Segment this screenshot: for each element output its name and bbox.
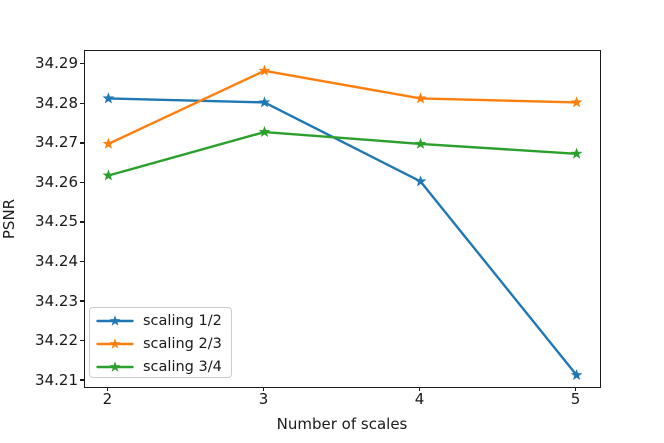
- y-tick-mark: [80, 63, 84, 65]
- chart-svg: [102, 64, 583, 381]
- series-line: [107, 69, 578, 146]
- star-marker-icon: [414, 175, 427, 187]
- star-icon: [109, 314, 121, 326]
- star-marker-icon: [102, 137, 115, 149]
- y-tick-label: 34.28: [35, 93, 78, 112]
- y-tick-mark: [80, 142, 84, 144]
- y-axis-label: PSNR: [0, 198, 18, 240]
- star-marker-icon: [570, 96, 583, 108]
- x-tick-mark: [418, 387, 421, 392]
- legend-line-sample: [96, 360, 134, 372]
- legend-entry: scaling 1/2: [96, 309, 231, 332]
- legend-entry: scaling 3/4: [96, 355, 231, 378]
- y-tick-label: 34.29: [35, 54, 78, 73]
- y-tick-label: 34.26: [35, 172, 78, 191]
- y-tick-mark: [80, 102, 84, 104]
- legend-label: scaling 2/3: [143, 335, 222, 352]
- series-scaling-2-3: [102, 64, 583, 149]
- legend-entry: scaling 2/3: [96, 332, 231, 355]
- star-marker-icon: [102, 169, 115, 181]
- star-icon: [109, 360, 121, 372]
- y-tick-label: 34.23: [35, 291, 78, 310]
- y-tick-mark: [80, 221, 84, 223]
- star-marker-icon: [570, 147, 583, 159]
- y-tick-label: 34.21: [35, 370, 78, 389]
- x-tick-label: 3: [258, 390, 269, 408]
- y-tick-label: 34.22: [35, 331, 78, 350]
- legend-label: scaling 1/2: [143, 312, 222, 329]
- star-marker-icon: [258, 64, 271, 76]
- y-tick-mark: [80, 260, 84, 263]
- legend-line-sample: [96, 337, 134, 349]
- series-line: [107, 130, 578, 177]
- star-marker-icon: [258, 96, 271, 108]
- x-tick-label: 2: [102, 390, 113, 408]
- star-marker-icon: [258, 125, 271, 138]
- legend-label: scaling 3/4: [143, 358, 222, 375]
- y-tick-mark: [80, 339, 84, 342]
- legend: scaling 1/2 scaling 2/3 scaling 3/4: [89, 307, 232, 378]
- y-tick-mark: [80, 300, 84, 302]
- x-tick-label: 5: [570, 390, 581, 408]
- x-tick-label: 4: [414, 390, 425, 408]
- x-axis-label: Number of scales: [276, 415, 408, 433]
- star-marker-icon: [414, 137, 427, 149]
- star-marker-icon: [414, 92, 427, 104]
- y-tick-label: 34.25: [35, 212, 78, 231]
- star-marker-icon: [570, 368, 583, 381]
- star-marker-icon: [102, 92, 115, 104]
- x-tick-mark: [262, 387, 265, 392]
- star-icon: [109, 337, 121, 349]
- x-tick-mark: [106, 387, 109, 392]
- y-tick-mark: [80, 181, 84, 184]
- legend-line-sample: [96, 314, 134, 326]
- x-tick-mark: [574, 387, 577, 392]
- y-tick-mark: [80, 379, 84, 381]
- y-tick-label: 34.27: [35, 133, 78, 152]
- series-line: [107, 97, 578, 377]
- series-scaling-3-4: [102, 125, 583, 181]
- y-tick-label: 34.24: [35, 251, 78, 270]
- series-scaling-1-2: [102, 92, 583, 381]
